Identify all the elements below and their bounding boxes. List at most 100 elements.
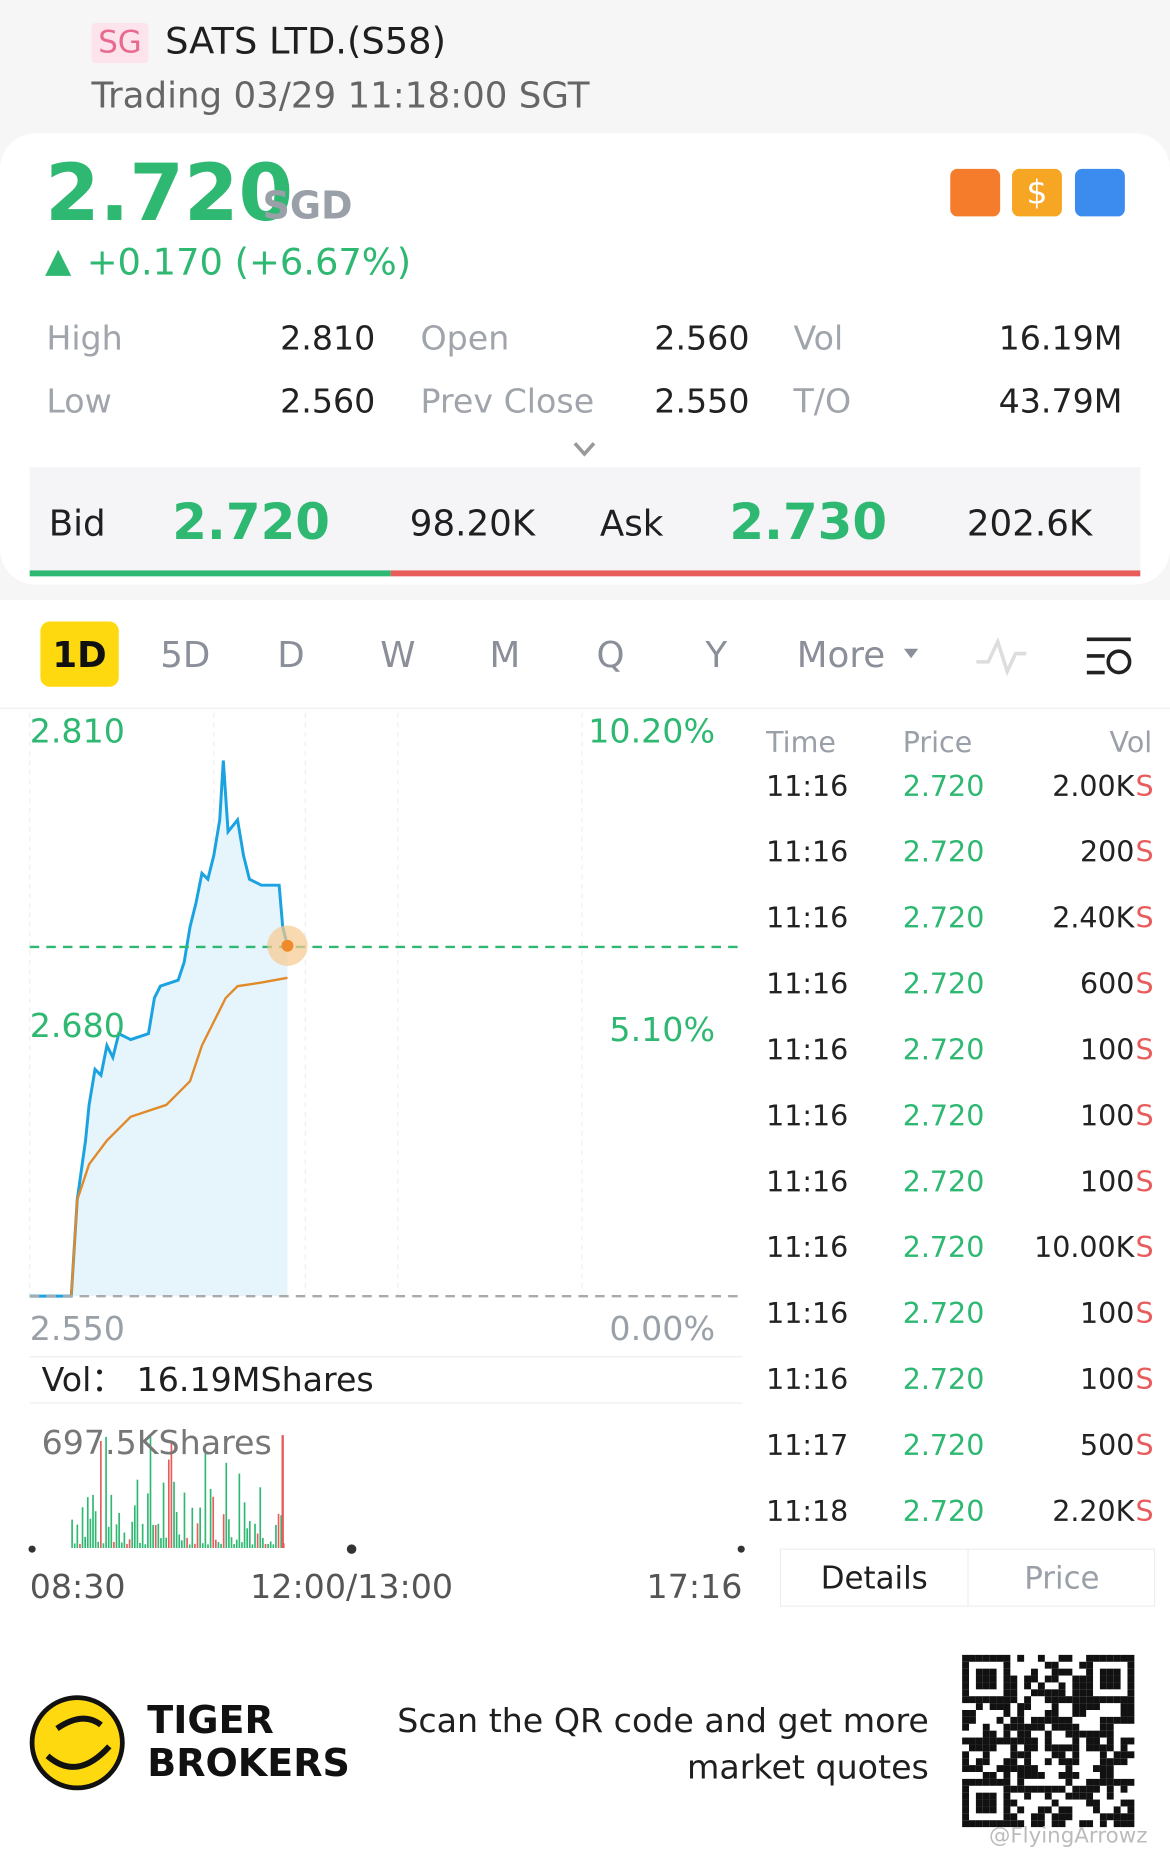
tab[interactable]: M bbox=[489, 635, 520, 676]
trade-time: 11:16 bbox=[766, 836, 848, 869]
qr-cell bbox=[982, 1675, 990, 1683]
qr-cell bbox=[1065, 1723, 1073, 1731]
qr-cell bbox=[1093, 1696, 1100, 1704]
volume-bar bbox=[167, 1459, 170, 1548]
pct-label: 0.00% bbox=[609, 1309, 715, 1348]
volume-bar bbox=[281, 1435, 284, 1548]
volume-bar bbox=[188, 1544, 191, 1548]
trade-side: S bbox=[1136, 1297, 1154, 1330]
tab[interactable]: D bbox=[277, 635, 304, 676]
volume-bar bbox=[173, 1481, 175, 1548]
qr-cell bbox=[1051, 1661, 1059, 1669]
qr-cell bbox=[1065, 1806, 1073, 1814]
qr-cell bbox=[1106, 1682, 1114, 1690]
trade-price: 2.720 bbox=[903, 902, 985, 935]
stock-name: SATS LTD.(S58) bbox=[165, 20, 446, 63]
icon[interactable] bbox=[1074, 168, 1125, 217]
expand[interactable] bbox=[573, 442, 596, 457]
qr-cell bbox=[1051, 1744, 1059, 1752]
qr-cell bbox=[1099, 1723, 1107, 1731]
vol: 16.19MShares bbox=[137, 1360, 374, 1399]
qr-cell bbox=[1003, 1723, 1011, 1731]
volume-bar bbox=[183, 1492, 186, 1548]
tab[interactable]: 1D bbox=[52, 635, 106, 676]
trade-vol: 2.00K bbox=[1052, 770, 1135, 803]
qr-cell bbox=[1099, 1730, 1107, 1738]
volume-bar bbox=[118, 1512, 120, 1548]
qr-cell bbox=[1113, 1696, 1121, 1704]
qr-cell bbox=[1044, 1709, 1052, 1717]
trade-price: 2.720 bbox=[903, 968, 985, 1001]
tab-active[interactable] bbox=[40, 621, 119, 687]
qr-cell bbox=[1127, 1661, 1135, 1669]
details-button[interactable]: Details bbox=[821, 1561, 928, 1597]
qr-cell bbox=[1017, 1751, 1025, 1759]
settings-icon[interactable] bbox=[1086, 637, 1132, 675]
qr-cell bbox=[1024, 1792, 1032, 1800]
qr-cell bbox=[1003, 1682, 1011, 1690]
qr-cell bbox=[1072, 1689, 1080, 1697]
qr-cell bbox=[1051, 1723, 1059, 1731]
qr-cell bbox=[1010, 1696, 1018, 1704]
qr-cell bbox=[982, 1654, 990, 1662]
volume-bar bbox=[97, 1541, 100, 1548]
qr-cell bbox=[1099, 1778, 1107, 1786]
qr-cell bbox=[1044, 1675, 1052, 1683]
scan-text: market quotes bbox=[687, 1747, 929, 1786]
qr-cell bbox=[1031, 1813, 1038, 1821]
qr-cell bbox=[1051, 1709, 1059, 1717]
trade-vol: 2.20K bbox=[1052, 1495, 1135, 1528]
stat-label: Open bbox=[420, 318, 509, 357]
qr-cell bbox=[1058, 1806, 1066, 1814]
qr-cell bbox=[1010, 1682, 1018, 1690]
qr-cell bbox=[1024, 1730, 1032, 1738]
volume-bar bbox=[86, 1497, 89, 1548]
qr-cell bbox=[1031, 1765, 1038, 1772]
qr-cell bbox=[1044, 1696, 1052, 1704]
tab[interactable]: W bbox=[380, 635, 415, 676]
trade-side: S bbox=[1136, 968, 1154, 1001]
tab[interactable]: Y bbox=[704, 635, 727, 676]
qr-cell bbox=[1010, 1689, 1018, 1697]
volume-bar bbox=[246, 1528, 249, 1548]
qr-cell bbox=[1024, 1675, 1032, 1683]
qr-cell bbox=[1003, 1668, 1011, 1676]
qr-cell bbox=[975, 1654, 983, 1662]
qr-cell bbox=[1120, 1716, 1128, 1724]
qr-cell bbox=[962, 1689, 970, 1697]
qr-cell bbox=[1024, 1771, 1032, 1779]
price-button[interactable]: Price bbox=[1024, 1561, 1099, 1597]
volume-bar bbox=[178, 1534, 181, 1548]
trade-side: S bbox=[1136, 770, 1154, 803]
qr-cell bbox=[962, 1778, 970, 1786]
qr-cell bbox=[1086, 1654, 1094, 1662]
volume-bar bbox=[256, 1533, 259, 1548]
qr-cell bbox=[1065, 1730, 1073, 1738]
brand: BROKERS bbox=[147, 1741, 350, 1785]
volume-bar bbox=[175, 1511, 178, 1548]
qr-cell bbox=[1051, 1675, 1059, 1683]
volume-bar bbox=[136, 1479, 139, 1548]
trades-header: Vol bbox=[1110, 726, 1153, 759]
qr-cell bbox=[1031, 1744, 1038, 1752]
volume-bar bbox=[141, 1523, 144, 1548]
qr-cell bbox=[1086, 1682, 1094, 1690]
qr-cell bbox=[1003, 1792, 1011, 1800]
qr-cell bbox=[975, 1682, 983, 1690]
trade-time: 11:16 bbox=[766, 1099, 848, 1132]
qr-cell bbox=[1106, 1737, 1114, 1745]
volume-bar bbox=[201, 1543, 204, 1548]
qr-cell bbox=[1127, 1813, 1135, 1821]
icon[interactable] bbox=[1012, 168, 1062, 217]
tab[interactable]: Q bbox=[597, 635, 625, 676]
tab[interactable]: More bbox=[797, 635, 885, 676]
icon[interactable] bbox=[950, 168, 1001, 217]
scan-text: Scan the QR code and get more bbox=[397, 1701, 929, 1740]
qr-cell bbox=[989, 1778, 997, 1786]
indicator-icon[interactable] bbox=[976, 636, 1027, 677]
qr-cell bbox=[1058, 1723, 1066, 1731]
tab[interactable]: 5D bbox=[160, 635, 210, 676]
trade-time: 11:16 bbox=[766, 1033, 848, 1066]
volume-bar bbox=[79, 1543, 81, 1548]
trade-vol: 100 bbox=[1080, 1363, 1134, 1396]
